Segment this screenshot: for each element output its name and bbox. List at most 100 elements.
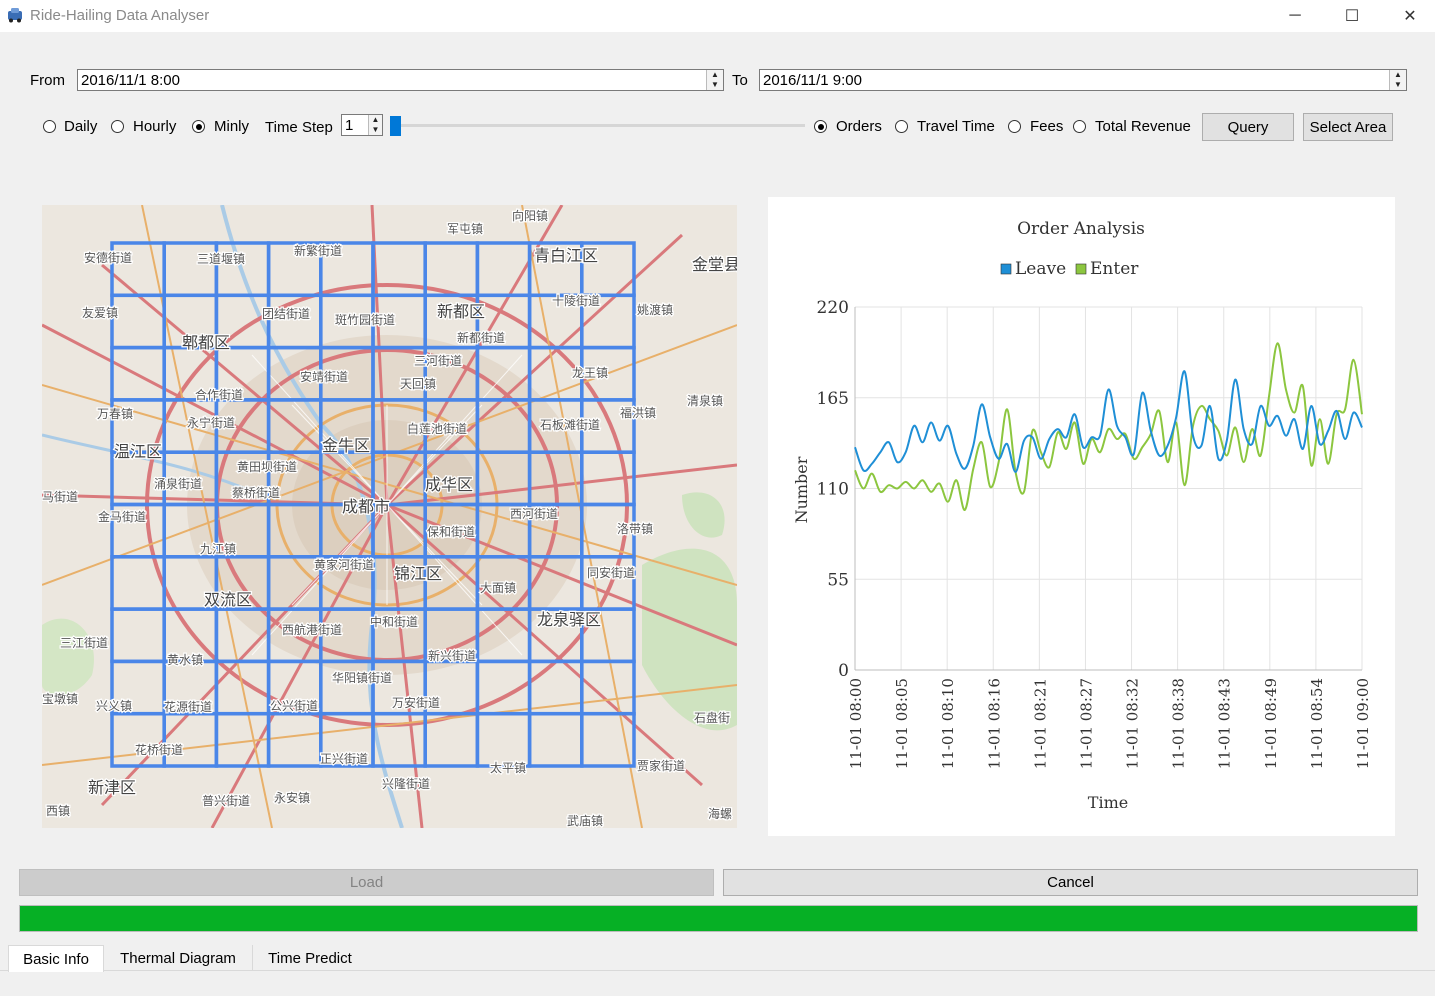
y-tick-label: 165 [817,389,849,409]
map-label: 黄家河街道 [314,557,374,572]
radio-daily[interactable] [43,120,56,133]
x-tick-label: 11-01 08:49 [1262,678,1280,769]
radio-total-revenue-label[interactable]: Total Revenue [1095,118,1191,135]
time-slider-handle[interactable] [390,116,401,136]
grid-cell[interactable] [423,241,480,298]
map-label: 海螺 [708,806,732,821]
maximize-button[interactable]: ☐ [1344,8,1360,25]
tab-thermal-diagram[interactable]: Thermal Diagram [104,945,253,971]
grid-cell[interactable] [266,502,323,559]
grid-cell[interactable] [423,711,480,768]
tab-time-predict[interactable]: Time Predict [268,949,352,967]
grid-cell[interactable] [266,293,323,350]
radio-fees-label[interactable]: Fees [1030,118,1064,135]
grid-cell[interactable] [580,711,636,768]
grid-cell[interactable] [475,711,532,768]
grid-cell[interactable] [110,345,166,402]
title-bar: Ride-Hailing Data Analyser ─ ☐ ✕ [0,0,1435,32]
radio-total-revenue[interactable] [1073,120,1086,133]
to-datetime-input[interactable]: 2016/11/1 9:00 ▲ ▼ [759,69,1407,91]
map-label: 青白江区 [534,246,598,265]
grid-cell[interactable] [266,398,323,454]
chart-title: Order Analysis [1017,219,1145,239]
tab-basic-info[interactable]: Basic Info [8,945,104,972]
grid-cell[interactable] [266,711,323,768]
grid-cell[interactable] [110,555,166,611]
time-step-label: Time Step [265,119,333,136]
map-label: 双流区 [204,590,252,609]
down-arrow-icon[interactable]: ▼ [1394,80,1402,89]
cancel-button[interactable]: Cancel [723,869,1418,896]
grid-cell[interactable] [475,241,532,298]
grid-cell[interactable] [214,607,271,664]
query-button[interactable]: Query [1202,113,1294,141]
grid-cell[interactable] [162,241,219,298]
radio-daily-label[interactable]: Daily [64,118,98,135]
grid-cell[interactable] [475,345,532,402]
map-label: 金堂县 [692,255,737,274]
close-button[interactable]: ✕ [1403,8,1417,25]
map-label: 石盘街 [694,710,730,725]
map-label: 三道堰镇 [197,252,245,266]
grid-cell[interactable] [371,711,427,768]
radio-hourly-label[interactable]: Hourly [133,118,177,135]
radio-travel-time[interactable] [895,120,908,133]
grid-cell[interactable] [266,555,323,611]
map-label: 斑竹园街道 [335,313,395,327]
grid-cell[interactable] [110,293,166,350]
time-slider-track[interactable] [391,124,805,127]
radio-orders[interactable] [814,120,827,133]
grid-cell[interactable] [214,711,271,768]
grid-cell[interactable] [214,659,271,716]
radio-hourly[interactable] [111,120,124,133]
grid-cell[interactable] [475,450,532,507]
grid-cell[interactable] [580,555,636,611]
map-label: 蔡桥街道 [232,486,280,500]
to-label: To [732,72,748,89]
radio-orders-label[interactable]: Orders [836,118,882,135]
map-label: 石板滩街道 [540,418,600,432]
radio-minly-label[interactable]: Minly [214,118,250,135]
y-axis-label: Number [792,456,811,523]
grid-cell[interactable] [110,711,166,768]
grid-cell[interactable] [580,659,636,716]
map-label: 天回镇 [400,377,436,391]
map-label: 安德街道 [84,250,132,265]
up-arrow-icon[interactable]: ▲ [371,115,380,124]
up-arrow-icon[interactable]: ▲ [1394,70,1402,79]
from-spinner[interactable]: ▲ ▼ [706,70,723,90]
grid-cell[interactable] [527,711,584,768]
down-arrow-icon[interactable]: ▼ [371,125,380,134]
grid-cell[interactable] [527,555,584,611]
from-datetime-input[interactable]: 2016/11/1 8:00 ▲ ▼ [77,69,724,91]
up-arrow-icon[interactable]: ▲ [711,70,719,79]
grid-cell[interactable] [214,241,271,298]
map-label: 普兴街道 [202,794,250,808]
minimize-button[interactable]: ─ [1289,7,1301,24]
grid-cell[interactable] [475,398,532,454]
grid-cell[interactable] [110,607,166,664]
time-step-spinner[interactable]: ▲ ▼ [368,115,382,135]
select-area-button[interactable]: Select Area [1303,113,1393,141]
grid-cell[interactable] [580,450,636,507]
grid-cell[interactable] [475,607,532,664]
grid-cell[interactable] [371,241,427,298]
to-spinner[interactable]: ▲ ▼ [1389,70,1406,90]
map-panel[interactable]: 军屯镇 向阳镇 安德街道 三道堰镇 新繁街道 青白江区 金堂县 友爱镇 团结街道 斑竹园街道 新都区… [42,205,737,828]
map-label: 新兴街道 [428,648,476,663]
map-label: 保和街道 [427,525,475,539]
grid-cell[interactable] [475,659,532,716]
map-label: 清泉镇 [687,394,723,408]
grid-cell[interactable] [162,711,219,768]
selection-grid[interactable] [110,241,636,768]
down-arrow-icon[interactable]: ▼ [711,80,719,89]
grid-cell[interactable] [527,659,584,716]
time-step-input[interactable]: 1 ▲ ▼ [341,114,383,136]
radio-travel-time-label[interactable]: Travel Time [917,118,995,135]
radio-fees[interactable] [1008,120,1021,133]
grid-cell[interactable] [527,450,584,507]
grid-cell[interactable] [319,659,375,716]
load-button[interactable]: Load [19,869,714,896]
radio-minly[interactable] [192,120,205,133]
